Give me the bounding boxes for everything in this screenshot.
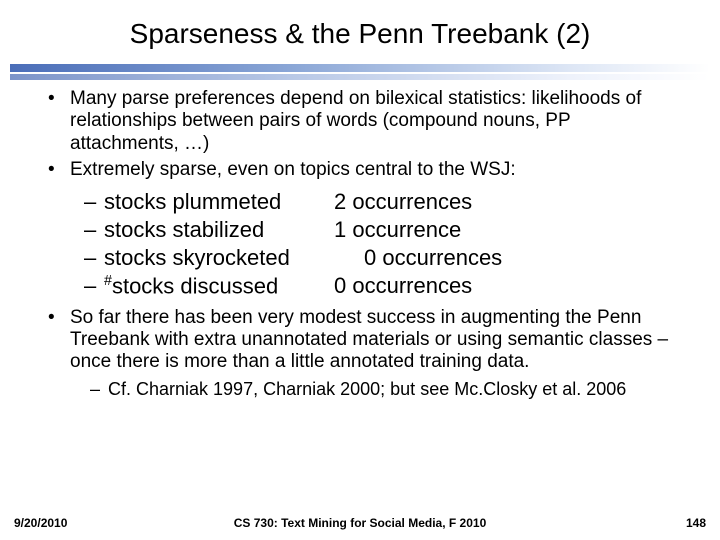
example-item: #stocks discussed 0 occurrences	[84, 272, 680, 300]
example-phrase-text: stocks discussed	[112, 273, 278, 298]
example-count: 0 occurrences	[364, 244, 680, 272]
example-count: 1 occurrence	[334, 216, 680, 244]
footer-course: CS 730: Text Mining for Social Media, F …	[0, 516, 720, 530]
example-count: 0 occurrences	[334, 272, 680, 300]
footer-date: 9/20/2010	[14, 516, 67, 530]
slide-title: Sparseness & the Penn Treebank (2)	[0, 18, 720, 64]
example-item: stocks plummeted 2 occurrences	[84, 188, 680, 216]
underline-bar-top	[10, 64, 710, 72]
example-phrase: stocks stabilized	[104, 216, 334, 244]
bullet-item: Many parse preferences depend on bilexic…	[48, 88, 680, 155]
hash-superscript: #	[104, 273, 112, 289]
bullet-text: So far there has been very modest succes…	[70, 307, 668, 373]
example-count: 2 occurrences	[334, 188, 680, 216]
bullet-list: Many parse preferences depend on bilexic…	[48, 88, 680, 400]
example-list: stocks plummeted 2 occurrences stocks st…	[70, 188, 680, 301]
example-phrase: stocks plummeted	[104, 188, 334, 216]
title-underline	[0, 64, 720, 82]
footer-page-number: 148	[686, 516, 706, 530]
reference-text: Cf. Charniak 1997, Charniak 2000; but se…	[108, 379, 626, 399]
example-phrase: #stocks discussed	[104, 272, 334, 300]
example-item: stocks stabilized 1 occurrence	[84, 216, 680, 244]
reference-item: Cf. Charniak 1997, Charniak 2000; but se…	[90, 378, 680, 401]
underline-bar-bottom	[10, 74, 710, 80]
reference-list: Cf. Charniak 1997, Charniak 2000; but se…	[70, 378, 680, 401]
bullet-text: Many parse preferences depend on bilexic…	[70, 88, 641, 154]
example-item: stocks skyrocketed 0 occurrences	[84, 244, 680, 272]
example-phrase: stocks skyrocketed	[104, 244, 364, 272]
bullet-text: Extremely sparse, even on topics central…	[70, 159, 516, 180]
bullet-item: Extremely sparse, even on topics central…	[48, 159, 680, 300]
slide-footer: 9/20/2010 CS 730: Text Mining for Social…	[0, 516, 720, 530]
bullet-item: So far there has been very modest succes…	[48, 307, 680, 401]
slide: Sparseness & the Penn Treebank (2) Many …	[0, 0, 720, 540]
slide-body: Many parse preferences depend on bilexic…	[0, 88, 720, 400]
